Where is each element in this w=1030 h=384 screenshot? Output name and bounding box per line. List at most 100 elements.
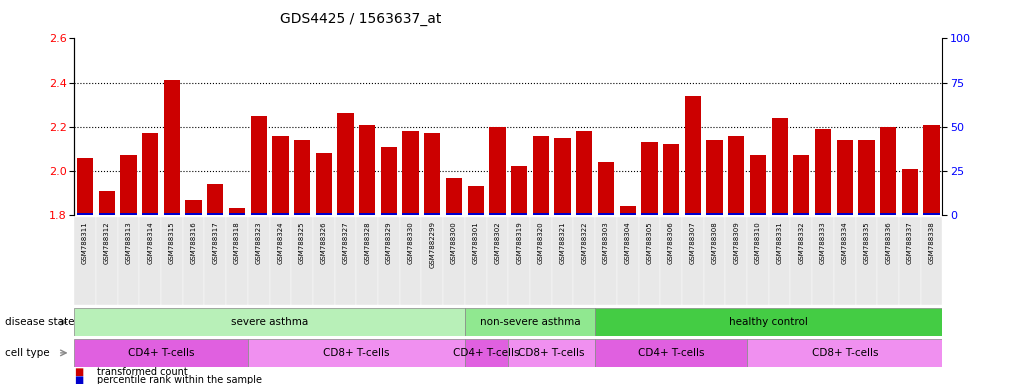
- Text: GSM788319: GSM788319: [516, 221, 522, 264]
- Text: GSM788332: GSM788332: [798, 221, 804, 264]
- Bar: [272, 213, 288, 215]
- Bar: [750, 156, 766, 215]
- Bar: [204, 217, 227, 305]
- Text: CD4+ T-cells: CD4+ T-cells: [638, 348, 705, 358]
- Bar: [468, 213, 484, 215]
- Bar: [595, 217, 617, 305]
- Bar: [878, 217, 899, 305]
- Bar: [554, 213, 571, 215]
- Bar: [250, 213, 267, 215]
- Text: GSM788309: GSM788309: [733, 221, 740, 264]
- Bar: [576, 131, 592, 215]
- Bar: [142, 213, 159, 215]
- Bar: [185, 200, 202, 215]
- Bar: [511, 167, 527, 215]
- Text: CD8+ T-cells: CD8+ T-cells: [323, 348, 389, 358]
- Bar: [617, 217, 639, 305]
- Bar: [315, 153, 332, 215]
- Bar: [77, 157, 93, 215]
- Text: GSM788315: GSM788315: [169, 221, 175, 264]
- Bar: [620, 206, 636, 215]
- Bar: [270, 217, 291, 305]
- Bar: [465, 339, 508, 367]
- Bar: [250, 116, 267, 215]
- Bar: [486, 217, 509, 305]
- Bar: [139, 217, 161, 305]
- Text: GSM788313: GSM788313: [126, 221, 132, 264]
- Bar: [227, 217, 248, 305]
- Text: GSM788336: GSM788336: [885, 221, 891, 264]
- Bar: [77, 213, 93, 215]
- Bar: [229, 213, 245, 215]
- Text: GSM788321: GSM788321: [559, 221, 565, 264]
- Text: GSM788314: GSM788314: [147, 221, 153, 264]
- Bar: [338, 114, 353, 215]
- Bar: [790, 217, 813, 305]
- Text: cell type: cell type: [5, 348, 49, 358]
- Text: GDS4425 / 1563637_at: GDS4425 / 1563637_at: [280, 12, 441, 25]
- Text: GSM788328: GSM788328: [365, 221, 370, 264]
- Text: GSM788300: GSM788300: [451, 221, 457, 264]
- Bar: [117, 217, 139, 305]
- Bar: [468, 186, 484, 215]
- Text: GSM788322: GSM788322: [581, 221, 587, 264]
- Bar: [768, 217, 790, 305]
- Bar: [446, 213, 462, 215]
- Text: CD4+ T-cells: CD4+ T-cells: [128, 348, 195, 358]
- Text: GSM788303: GSM788303: [603, 221, 609, 264]
- Text: GSM788327: GSM788327: [343, 221, 348, 264]
- Bar: [381, 213, 397, 215]
- Bar: [509, 217, 530, 305]
- Bar: [248, 217, 270, 305]
- Bar: [685, 96, 701, 215]
- Bar: [595, 339, 747, 367]
- Bar: [771, 118, 788, 215]
- Bar: [728, 136, 745, 215]
- Bar: [96, 217, 117, 305]
- Bar: [509, 339, 595, 367]
- Bar: [858, 140, 874, 215]
- Bar: [725, 217, 747, 305]
- Text: GSM788323: GSM788323: [255, 221, 262, 264]
- Text: GSM788334: GSM788334: [842, 221, 848, 264]
- Bar: [574, 217, 595, 305]
- Bar: [793, 213, 810, 215]
- Bar: [707, 140, 723, 215]
- Bar: [639, 217, 660, 305]
- Bar: [403, 213, 419, 215]
- Bar: [921, 217, 942, 305]
- Bar: [207, 184, 224, 215]
- Bar: [338, 213, 353, 215]
- Text: GSM788304: GSM788304: [624, 221, 630, 264]
- Bar: [424, 133, 441, 215]
- Text: GSM788324: GSM788324: [277, 221, 283, 264]
- Text: healthy control: healthy control: [729, 317, 809, 327]
- Text: disease state: disease state: [5, 317, 74, 327]
- Text: GSM788316: GSM788316: [191, 221, 197, 264]
- Bar: [378, 217, 400, 305]
- Bar: [359, 124, 375, 215]
- Text: CD8+ T-cells: CD8+ T-cells: [812, 348, 878, 358]
- Bar: [381, 147, 397, 215]
- Bar: [836, 140, 853, 215]
- Bar: [99, 213, 115, 215]
- Bar: [858, 213, 874, 215]
- Text: GSM788306: GSM788306: [668, 221, 674, 264]
- Bar: [182, 217, 204, 305]
- Text: GSM788338: GSM788338: [929, 221, 934, 264]
- Text: GSM788308: GSM788308: [712, 221, 718, 264]
- Bar: [815, 213, 831, 215]
- Text: GSM788305: GSM788305: [647, 221, 652, 264]
- Bar: [359, 213, 375, 215]
- Bar: [185, 213, 202, 215]
- Bar: [424, 213, 441, 215]
- Text: GSM788325: GSM788325: [299, 221, 305, 264]
- Bar: [99, 191, 115, 215]
- Bar: [164, 80, 180, 215]
- Text: GSM788333: GSM788333: [820, 221, 826, 264]
- Bar: [707, 213, 723, 215]
- Text: GSM788311: GSM788311: [82, 221, 88, 264]
- Bar: [901, 213, 918, 215]
- Bar: [597, 162, 614, 215]
- Bar: [834, 217, 856, 305]
